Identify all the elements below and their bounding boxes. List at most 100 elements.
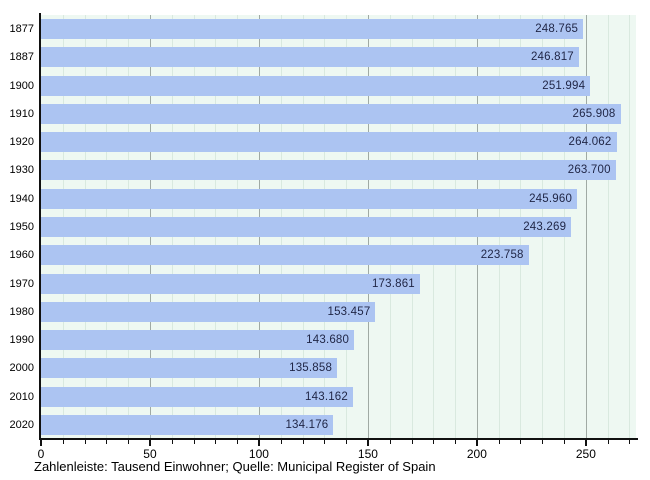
minor-tick [237,440,239,444]
year-label: 2010 [9,390,34,403]
year-label: 1990 [9,334,34,347]
bar-value-label: 263.700 [567,164,611,177]
minor-tick [498,440,500,444]
x-tick-label: 100 [248,447,269,461]
major-gridline [585,15,587,439]
population-bar: 263.700 [41,160,616,181]
minor-tick [455,440,457,444]
major-tick [475,440,478,446]
bar-value-label: 246.817 [530,51,574,64]
population-bar: 135.858 [41,358,338,379]
year-label: 1877 [9,23,34,36]
y-axis-line [39,13,41,440]
year-label: 1950 [9,220,34,233]
bar-value-label: 251.994 [542,79,586,92]
x-axis-line [39,438,638,440]
minor-gridline [607,15,609,439]
bar-row: 173.861 [41,269,636,297]
year-label: 1887 [9,51,34,64]
minor-tick [128,440,130,444]
bar-value-label: 135.858 [289,362,333,375]
minor-tick [193,440,195,444]
population-bar: 251.994 [41,75,591,96]
population-bar: 143.162 [41,386,354,407]
population-bar: 243.269 [41,216,572,237]
minor-tick [629,440,631,444]
bar-row: 134.176 [41,411,636,439]
minor-tick [84,440,86,444]
population-bar: 265.908 [41,103,621,124]
bar-value-label: 143.162 [305,390,349,403]
minor-tick [62,440,64,444]
bar-row: 153.457 [41,298,636,326]
major-tick [40,440,42,446]
minor-tick [171,440,173,444]
year-label: 1970 [9,277,34,290]
bar-row: 243.269 [41,213,636,241]
minor-tick [389,440,391,444]
bar-value-label: 173.861 [371,277,415,290]
major-tick [257,440,260,446]
minor-tick [302,440,304,444]
bar-row: 223.758 [41,241,636,269]
bar-row: 251.994 [41,72,636,100]
population-bar: 173.861 [41,273,420,294]
minor-tick [542,440,544,444]
minor-tick [215,440,217,444]
bar-value-label: 264.062 [568,136,612,149]
population-bar: 264.062 [41,132,617,153]
bar-row: 264.062 [41,128,636,156]
bar-row: 246.817 [41,43,636,71]
bar-value-label: 134.176 [285,418,329,431]
year-label: 1920 [9,136,34,149]
x-axis-ticks [40,440,636,448]
population-bar: 153.457 [41,301,376,322]
bar-value-label: 243.269 [523,220,567,233]
population-bar: 245.960 [41,188,578,209]
x-tick-label: 50 [143,447,157,461]
bar-row: 263.700 [41,156,636,184]
population-bar: 223.758 [41,245,529,266]
bar-value-label: 153.457 [327,305,371,318]
x-axis-tick-labels: 0 50 100 150 200 250 [37,447,636,461]
bar-row: 143.680 [41,326,636,354]
x-tick-label: 0 [37,447,45,461]
x-tick-label: 250 [575,447,596,461]
population-bar: 143.680 [41,330,355,351]
minor-tick [433,440,435,444]
minor-tick [564,440,566,444]
bar-value-label: 223.758 [480,249,524,262]
plot-area: 248.765 246.817 251.994 265.908 264.062 263.7… [41,15,636,439]
x-tick-label: 200 [466,447,487,461]
major-tick [148,440,151,446]
minor-tick [280,440,282,444]
year-label: 1900 [9,79,34,92]
year-label: 2000 [9,362,34,375]
year-label: 2020 [9,418,34,431]
minor-tick [520,440,522,444]
bar-value-label: 265.908 [572,107,616,120]
year-label: 1930 [9,164,34,177]
bar-value-label: 245.960 [529,192,573,205]
population-bar: 246.817 [41,47,579,68]
bar-value-label: 248.765 [535,23,579,36]
bar-row: 265.908 [41,100,636,128]
minor-tick [346,440,348,444]
chart-caption: Zahlenleiste: Tausend Einwohner; Quelle:… [34,459,436,474]
bar-rows: 248.765 246.817 251.994 265.908 264.062 263.7… [41,15,636,439]
population-bar: 248.765 [41,19,584,40]
y-axis-labels: 1877 1887 1900 1910 1920 1930 1940 1950 1960 1970… [0,15,34,439]
bar-value-label: 143.680 [306,334,350,347]
bar-row: 248.765 [41,15,636,43]
bar-row: 245.960 [41,185,636,213]
minor-tick [607,440,609,444]
major-tick [584,440,587,446]
minor-tick [106,440,108,444]
minor-tick [411,440,413,444]
population-bar: 134.176 [41,414,334,435]
year-label: 1980 [9,305,34,318]
year-label: 1910 [9,107,34,120]
year-label: 1940 [9,192,34,205]
year-label: 1960 [9,249,34,262]
